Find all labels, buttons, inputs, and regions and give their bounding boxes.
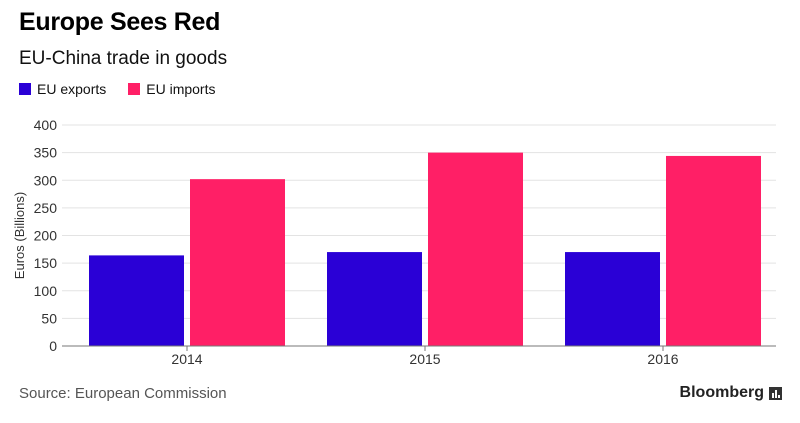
y-axis-title: Euros (Billions): [12, 192, 27, 279]
legend-item-exports: EU exports: [19, 81, 106, 97]
legend-swatch-exports: [19, 83, 31, 95]
y-tick-label: 350: [34, 145, 58, 161]
y-tick-label: 200: [34, 228, 58, 244]
bar-imports-2014: [190, 179, 285, 346]
legend: EU exports EU imports: [19, 81, 237, 97]
brand-logo: Bloomberg: [680, 384, 782, 402]
chart-subtitle: EU-China trade in goods: [19, 48, 228, 69]
legend-label-exports: EU exports: [37, 81, 107, 97]
y-tick-label: 0: [49, 338, 57, 354]
y-tick-label: 150: [34, 255, 58, 271]
y-tick-label: 50: [41, 310, 57, 326]
bar-exports-2015: [327, 252, 422, 346]
y-tick-label: 250: [34, 200, 58, 216]
y-tick-label: 300: [34, 172, 58, 188]
x-tick-label: 2016: [647, 351, 678, 367]
legend-label-imports: EU imports: [146, 81, 216, 97]
legend-item-imports: EU imports: [128, 81, 215, 97]
source-note: Source: European Commission: [19, 385, 227, 402]
x-tick-label: 2015: [409, 351, 440, 367]
bar-exports-2014: [89, 255, 184, 346]
chart-title: Europe Sees Red: [19, 8, 221, 36]
legend-swatch-imports: [128, 83, 141, 95]
bar-imports-2016: [666, 155, 761, 346]
bloomberg-chart-icon: [769, 386, 782, 400]
y-tick-label: 400: [34, 117, 58, 133]
y-tick-label: 100: [34, 283, 58, 299]
bar-exports-2016: [565, 252, 660, 346]
bar-imports-2015: [428, 152, 523, 346]
brand-name: Bloomberg: [679, 384, 764, 401]
x-tick-label: 2014: [171, 351, 202, 367]
